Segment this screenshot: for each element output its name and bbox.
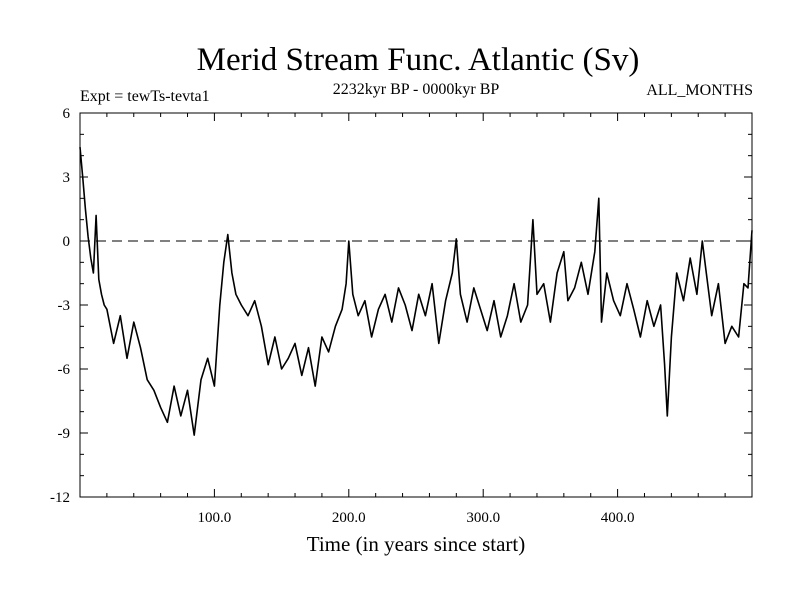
x-tick-labels: 100.0 200.0 300.0 400.0 [198,510,635,526]
y-tick-label: 0 [63,234,71,250]
y-tick-label: -3 [58,298,71,314]
chart-title: Merid Stream Func. Atlantic (Sv) [197,42,640,78]
months-label: ALL_MONTHS [646,82,753,99]
x-tick-label: 200.0 [332,510,366,526]
y-tick-label: -9 [58,426,71,442]
y-tick-label: 3 [63,170,71,186]
axis-ticks [79,112,753,498]
x-axis-label: Time (in years since start) [307,532,526,556]
series-line [79,147,753,436]
y-tick-label: 6 [63,106,71,122]
y-tick-labels: -12 -9 -6 -3 0 3 6 [50,106,71,506]
x-tick-label: 300.0 [466,510,500,526]
experiment-label: Expt = tewTs-tevta1 [80,88,210,105]
y-tick-label: -12 [50,490,70,506]
x-tick-label: 100.0 [198,510,232,526]
y-tick-label: -6 [58,362,71,378]
chart-subtitle: 2232kyr BP - 0000kyr BP [333,81,500,98]
x-tick-label: 400.0 [601,510,635,526]
